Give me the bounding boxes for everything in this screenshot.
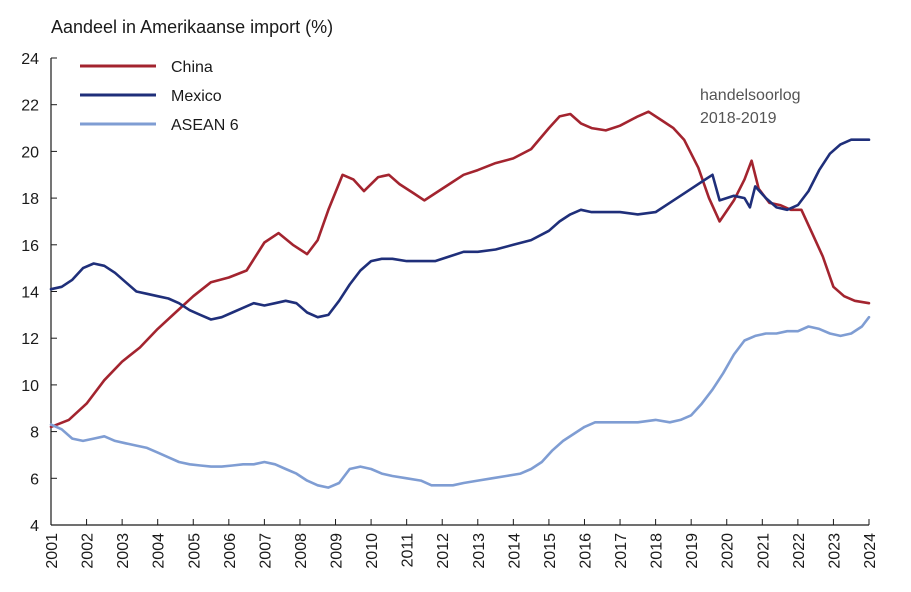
y-tick-label: 24: [21, 51, 39, 68]
y-tick-label: 12: [21, 331, 39, 348]
annotation-line-1: handelsoorlog: [700, 87, 801, 104]
x-tick-label: 2002: [80, 533, 97, 569]
x-tick-label: 2023: [826, 533, 843, 569]
x-tick-label: 2011: [400, 533, 417, 568]
series-lines: [49, 110, 871, 489]
y-tick-label: 20: [21, 144, 39, 161]
y-tick-label: 16: [21, 238, 39, 255]
x-tick-label: 2014: [506, 533, 523, 569]
x-tick-label: 2005: [186, 533, 203, 569]
x-tick-label: 2001: [44, 533, 61, 569]
x-tick-label: 2010: [364, 533, 381, 569]
x-axis: 2001 2002 2003 2004 2005 2006 2007 2008 2009 2010…: [44, 519, 879, 569]
x-tick-label: 2024: [862, 533, 879, 569]
y-axis: 4 6 8 10 12 14 16 18 20 22 24: [21, 51, 57, 535]
chart-title: Aandeel in Amerikaanse import (%): [51, 17, 333, 37]
y-tick-label: 10: [21, 378, 39, 395]
series-line-mexico: [49, 138, 871, 321]
y-tick-label: 6: [30, 471, 39, 488]
legend-label-asean-6: ASEAN 6: [171, 117, 239, 134]
x-tick-label: 2007: [257, 533, 274, 569]
x-tick-label: 2013: [471, 533, 488, 569]
y-tick-label: 4: [30, 518, 39, 535]
y-tick-label: 8: [30, 425, 39, 442]
legend-label-china: China: [171, 59, 213, 76]
y-tick-label: 22: [21, 98, 39, 115]
y-tick-label: 14: [21, 285, 39, 302]
legend-label-mexico: Mexico: [171, 88, 222, 105]
x-tick-label: 2003: [115, 533, 132, 569]
y-tick-label: 18: [21, 191, 39, 208]
series-line-china: [49, 110, 871, 429]
x-tick-label: 2012: [435, 533, 452, 569]
x-tick-label: 2015: [542, 533, 559, 569]
x-tick-label: 2019: [684, 533, 701, 569]
x-tick-label: 2018: [649, 533, 666, 569]
x-tick-label: 2020: [720, 533, 737, 569]
series-line-asean-6: [49, 315, 871, 489]
legend: China Mexico ASEAN 6: [80, 59, 239, 134]
x-tick-label: 2006: [222, 533, 239, 569]
annotation-line-2: 2018-2019: [700, 110, 777, 127]
x-tick-label: 2021: [755, 533, 772, 569]
x-tick-label: 2008: [293, 533, 310, 569]
x-tick-label: 2017: [613, 533, 630, 569]
x-tick-label: 2004: [151, 533, 168, 569]
x-tick-label: 2016: [577, 533, 594, 569]
x-tick-label: 2022: [791, 533, 808, 569]
x-tick-label: 2009: [329, 533, 346, 569]
